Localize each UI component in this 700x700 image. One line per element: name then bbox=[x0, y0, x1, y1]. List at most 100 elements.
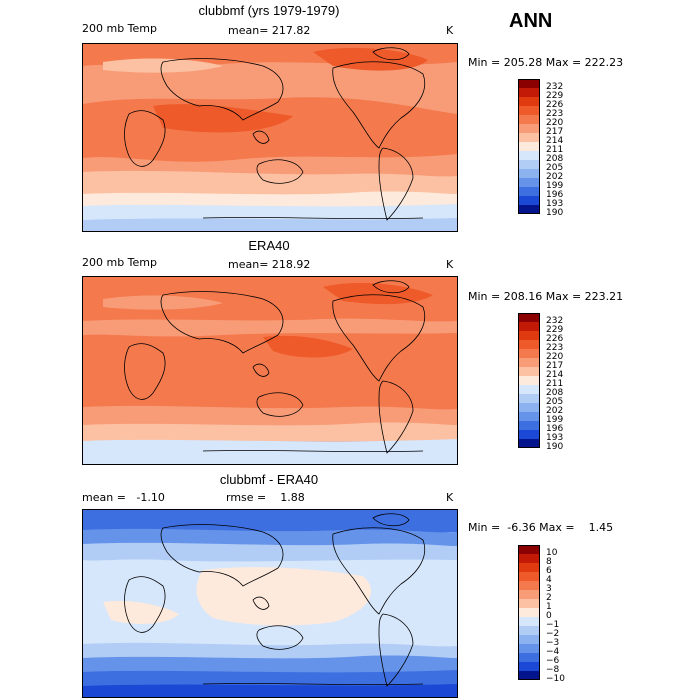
panel1-tick-label: 217 bbox=[546, 127, 564, 137]
panel2-title: ERA40 bbox=[248, 238, 290, 253]
panel2-tick-label: 211 bbox=[546, 379, 564, 389]
panel3-tick-label: −10 bbox=[546, 674, 565, 684]
panel1-colorbar-swatch bbox=[518, 151, 540, 160]
panel1-tick-label: 232 bbox=[546, 82, 564, 92]
panel1-tick-label: 199 bbox=[546, 181, 564, 191]
panel3-title: clubbmf - ERA40 bbox=[219, 472, 319, 487]
panel1-colorbar-swatch bbox=[518, 187, 540, 196]
panel2-tick-label: 205 bbox=[546, 397, 564, 407]
panel1-colorbar-swatch bbox=[518, 178, 540, 187]
panel3-tick-label: −6 bbox=[546, 656, 560, 666]
panel3-colorbar-swatch bbox=[518, 635, 540, 644]
panel3-tick-label: −3 bbox=[546, 638, 560, 648]
panel3-minmax-label: Min = -6.36 Max = 1.45 bbox=[468, 521, 614, 534]
panel1-units-label: K bbox=[446, 24, 454, 37]
panel2-tick-label: 208 bbox=[546, 388, 564, 398]
panel1-tick-label: 214 bbox=[546, 136, 564, 146]
panel3-tick-label: 6 bbox=[546, 566, 552, 576]
panel1-tick-label: 193 bbox=[546, 199, 564, 209]
panel1-tick-label: 229 bbox=[546, 91, 564, 101]
panel3-colorbar-swatch bbox=[518, 581, 540, 590]
panel2-colorbar-swatch bbox=[518, 412, 540, 421]
panel2-colorbar-swatch bbox=[518, 349, 540, 358]
panel2-tick-label: 226 bbox=[546, 334, 564, 344]
panel2-colorbar-swatch bbox=[518, 430, 540, 439]
panel3-units-label: K bbox=[446, 491, 454, 504]
panel3-rmse-label: rmse = 1.88 bbox=[226, 491, 305, 504]
panel1-colorbar-swatch bbox=[518, 133, 540, 142]
panel3-tick-label: 3 bbox=[546, 584, 552, 594]
panel3-map bbox=[82, 509, 458, 698]
panel2-colorbar-swatch bbox=[518, 367, 540, 376]
panel1-mean-label: mean= 217.82 bbox=[228, 24, 311, 37]
panel2-colorbar-swatch bbox=[518, 331, 540, 340]
panel3-tick-label: 8 bbox=[546, 557, 552, 567]
panel2-tick-label: 214 bbox=[546, 370, 564, 380]
panel1-tick-label: 190 bbox=[546, 208, 564, 218]
panel3-colorbar-swatch bbox=[518, 590, 540, 599]
panel3-tick-label: 4 bbox=[546, 575, 552, 585]
panel3-tick-label: 10 bbox=[546, 548, 558, 558]
panel1-tick-label: 211 bbox=[546, 145, 564, 155]
panel1-colorbar-swatch bbox=[518, 142, 540, 151]
panel1-colorbar-swatch bbox=[518, 124, 540, 133]
panel1-tick-label: 196 bbox=[546, 190, 564, 200]
panel1-tick-label: 205 bbox=[546, 163, 564, 173]
panel2-tick-label: 232 bbox=[546, 316, 564, 326]
panel3-tick-label: 1 bbox=[546, 602, 552, 612]
panel2-colorbar-swatch bbox=[518, 421, 540, 430]
panel2-tick-label: 202 bbox=[546, 406, 564, 416]
panel2-tick-label: 199 bbox=[546, 415, 564, 425]
panel3-colorbar-swatch bbox=[518, 545, 540, 554]
season-label: ANN bbox=[509, 10, 553, 32]
panel3-colorbar-swatch bbox=[518, 662, 540, 671]
panel2-tick-label: 223 bbox=[546, 343, 564, 353]
panel2-colorbar-swatch bbox=[518, 322, 540, 331]
panel2-tick-label: 193 bbox=[546, 433, 564, 443]
panel2-tick-label: 217 bbox=[546, 361, 564, 371]
panel2-colorbar-swatch bbox=[518, 376, 540, 385]
panel1-map bbox=[82, 43, 458, 232]
panel3-tick-label: −2 bbox=[546, 629, 560, 639]
panel2-colorbar-swatch bbox=[518, 385, 540, 394]
panel3-tick-label: 2 bbox=[546, 593, 552, 603]
panel1-colorbar-swatch bbox=[518, 169, 540, 178]
panel3-tick-label: −4 bbox=[546, 647, 560, 657]
panel3-colorbar-swatch bbox=[518, 671, 540, 680]
panel2-map bbox=[82, 276, 458, 465]
panel1-colorbar-swatch bbox=[518, 115, 540, 124]
panel1-colorbar-swatch bbox=[518, 97, 540, 106]
panel1-variable-label: 200 mb Temp bbox=[82, 22, 158, 35]
panel2-variable-label: 200 mb Temp bbox=[82, 256, 158, 269]
panel2-units-label: K bbox=[446, 258, 454, 271]
panel2-tick-label: 229 bbox=[546, 325, 564, 335]
panel3-colorbar-swatch bbox=[518, 563, 540, 572]
panel2-colorbar-swatch bbox=[518, 439, 540, 448]
panel3-colorbar-swatch bbox=[518, 644, 540, 653]
panel3-mean-label: mean = -1.10 bbox=[82, 491, 165, 504]
panel1-map-graphic bbox=[83, 44, 457, 231]
panel2-colorbar-swatch bbox=[518, 403, 540, 412]
panel3-colorbar-swatch bbox=[518, 626, 540, 635]
panel2-colorbar-swatch bbox=[518, 313, 540, 322]
panel2-map-graphic bbox=[83, 277, 457, 464]
panel3-tick-label: −1 bbox=[546, 620, 560, 630]
panel2-tick-label: 220 bbox=[546, 352, 564, 362]
panel2-colorbar-swatch bbox=[518, 358, 540, 367]
panel2-colorbar-swatch bbox=[518, 394, 540, 403]
panel1-title: clubbmf (yrs 1979-1979) bbox=[198, 3, 340, 18]
panel1-colorbar-swatch bbox=[518, 196, 540, 205]
panel1-tick-label: 226 bbox=[546, 100, 564, 110]
panel3-tick-label: −8 bbox=[546, 665, 560, 675]
panel1-tick-label: 223 bbox=[546, 109, 564, 119]
panel1-tick-label: 202 bbox=[546, 172, 564, 182]
panel1-tick-label: 220 bbox=[546, 118, 564, 128]
panel1-colorbar-swatch bbox=[518, 160, 540, 169]
panel3-colorbar bbox=[518, 545, 540, 680]
panel2-colorbar-swatch bbox=[518, 340, 540, 349]
panel1-colorbar-swatch bbox=[518, 88, 540, 97]
panel3-colorbar-swatch bbox=[518, 599, 540, 608]
panel3-colorbar-swatch bbox=[518, 617, 540, 626]
panel3-colorbar-swatch bbox=[518, 554, 540, 563]
panel1-colorbar-ticks: 232 229 226 223 220 217 214 211 208 205 … bbox=[546, 83, 563, 218]
